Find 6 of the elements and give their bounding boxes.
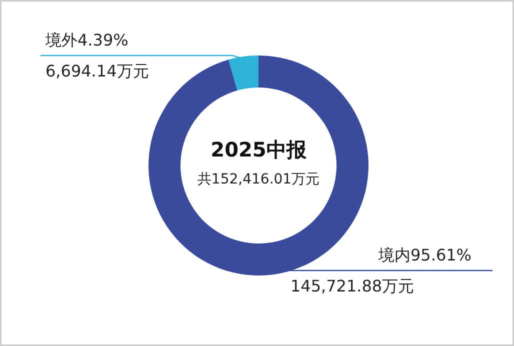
- text: 共152,416.01万元: [197, 172, 320, 188]
- slice-label: 境外4.39%: [44, 30, 128, 50]
- data-label: 6,694.14万元: [46, 62, 149, 80]
- slice-label: 境内95.61%: [378, 246, 472, 264]
- data-label: 145,721.88万元: [290, 276, 414, 296]
- text: 2025中报: [210, 138, 308, 162]
